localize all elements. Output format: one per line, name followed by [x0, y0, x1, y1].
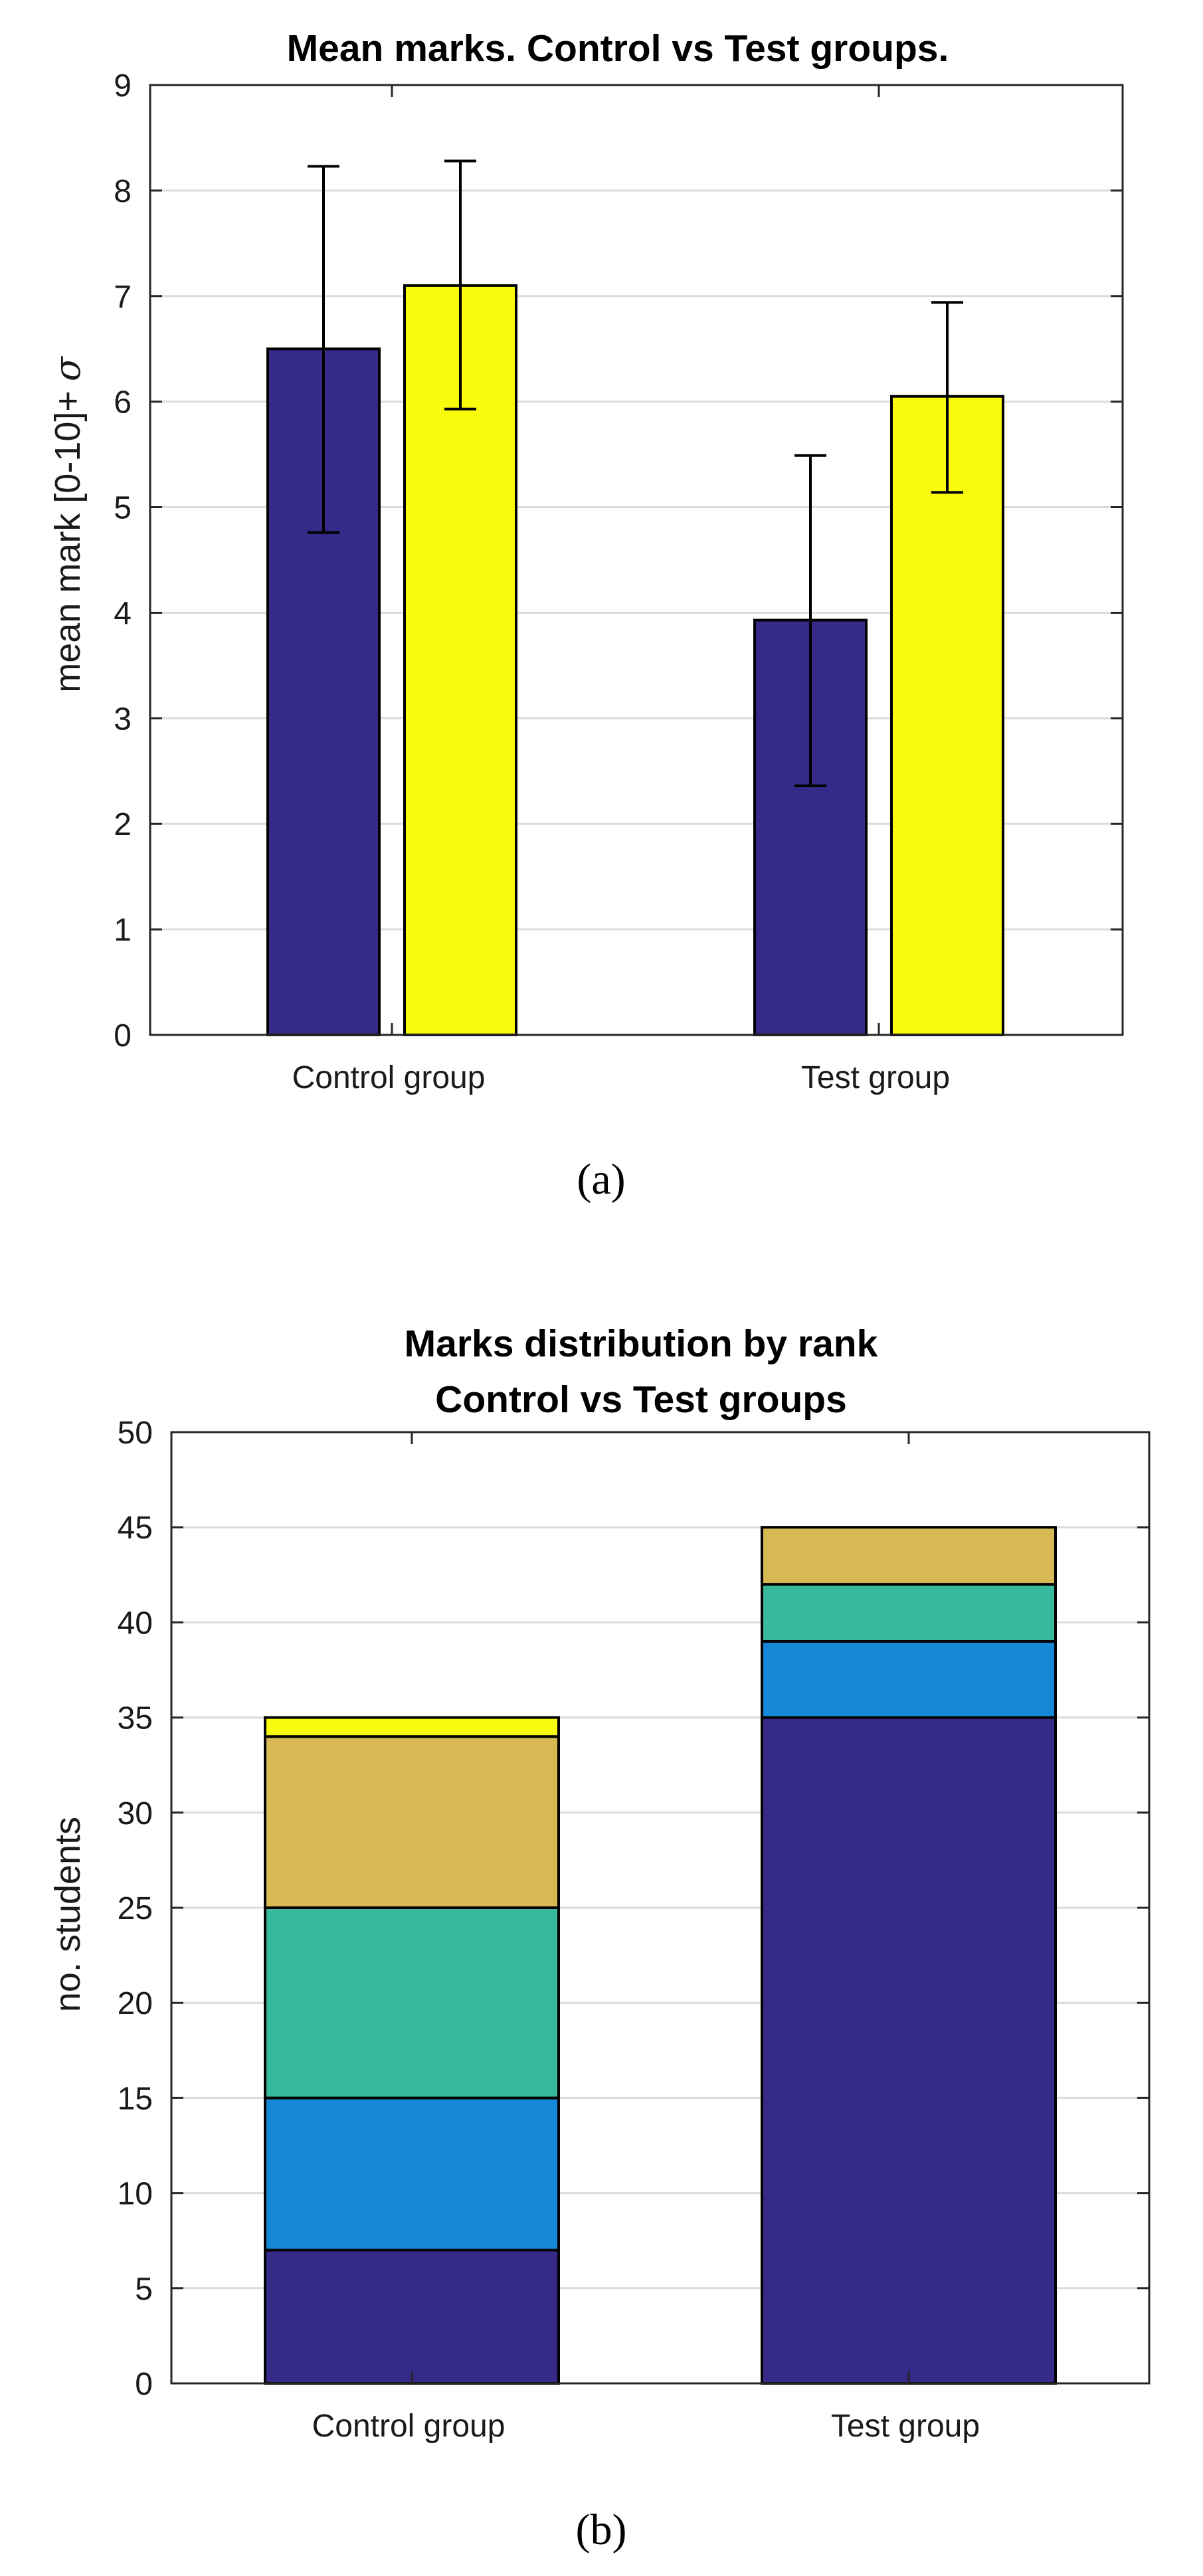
- chart-a: Mean marks. Control vs Test groups. 0 1 2 3…: [46, 27, 1124, 1204]
- a-y-tick-label: 2: [114, 807, 132, 842]
- b-y-tick-label: 30: [118, 1796, 153, 1831]
- a-y-tick-label: 8: [114, 174, 132, 209]
- chart-a-y-tick-labels: 0 1 2 3 4 5 6 7 8 9: [114, 68, 132, 1054]
- b-y-tick-label: 20: [118, 1986, 153, 2021]
- chart-b-bar-segment: [264, 2249, 560, 2385]
- a-y-tick-label: 7: [114, 280, 132, 315]
- a-y-tick-label: 1: [114, 913, 132, 948]
- b-x-tick-label: Control group: [312, 2409, 506, 2444]
- a-y-tick-label: 0: [114, 1018, 132, 1054]
- b-y-tick-label: 25: [118, 1891, 153, 1926]
- chart-a-bar: [403, 284, 517, 1036]
- b-y-tick-label: 50: [118, 1416, 153, 1451]
- chart-a-y-axis-label-text: mean mark [0-10]+: [48, 391, 88, 693]
- chart-b-bar-segment: [761, 1640, 1057, 1719]
- b-y-tick-label: 35: [118, 1701, 153, 1736]
- b-y-tick-label: 15: [118, 2081, 153, 2116]
- chart-b-y-tick-labels: 0 5 10 15 20 25 30 35 40 45 50: [118, 1416, 153, 2402]
- chart-a-tick-marks: [150, 84, 1123, 1036]
- chart-b-title-line-2: Control vs Test groups: [435, 1378, 847, 1421]
- a-y-tick-label: 6: [114, 385, 132, 420]
- caption-b: (b): [576, 2506, 627, 2554]
- chart-b-tick-marks: [171, 1431, 1149, 2385]
- a-x-tick-label: Control group: [292, 1060, 486, 1095]
- chart-a-bars: [266, 284, 1004, 1037]
- b-y-tick-label: 10: [118, 2177, 153, 2212]
- chart-a-x-tick-labels: Control group Test group: [292, 1060, 950, 1095]
- chart-a-axes-box: [149, 84, 1124, 1036]
- chart-b-bars: [264, 1526, 1057, 2385]
- chart-b-x-tick-labels: Control group Test group: [312, 2409, 980, 2444]
- b-y-tick-label: 40: [118, 1606, 153, 1641]
- chart-b-bar-segment: [264, 1716, 560, 1738]
- chart-a-title: Mean marks. Control vs Test groups.: [287, 27, 949, 70]
- a-y-tick-label: 3: [114, 701, 132, 737]
- caption-a: (a): [577, 1155, 625, 1204]
- chart-a-error-bars: [308, 159, 963, 788]
- chart-b-bar-segment: [761, 1583, 1057, 1643]
- b-y-tick-label: 45: [118, 1511, 153, 1546]
- b-y-tick-label: 0: [135, 2367, 153, 2402]
- chart-a-y-axis-label: mean mark [0-10]+ σ: [46, 355, 88, 693]
- chart-b-bar-segment: [264, 1906, 560, 2100]
- chart-b: Marks distribution by rank Control vs Te…: [48, 1323, 1151, 2554]
- chart-b-bar-segment: [264, 1735, 560, 1909]
- b-y-tick-label: 5: [135, 2272, 153, 2307]
- a-x-tick-label: Test group: [801, 1060, 950, 1095]
- a-y-tick-label: 4: [114, 596, 132, 631]
- chart-b-y-axis-label: no. students: [48, 1817, 88, 2012]
- a-y-tick-label: 5: [114, 491, 132, 526]
- chart-b-bar-segment: [761, 1716, 1057, 2385]
- chart-b-title-line-1: Marks distribution by rank: [405, 1323, 878, 1365]
- a-y-tick-label: 9: [114, 68, 132, 104]
- chart-b-bar-segment: [264, 2096, 560, 2252]
- chart-a-bar: [890, 395, 1004, 1036]
- b-x-tick-label: Test group: [831, 2409, 980, 2444]
- chart-a-y-axis-sigma: σ: [46, 355, 88, 381]
- chart-b-bar-segment: [761, 1526, 1057, 1586]
